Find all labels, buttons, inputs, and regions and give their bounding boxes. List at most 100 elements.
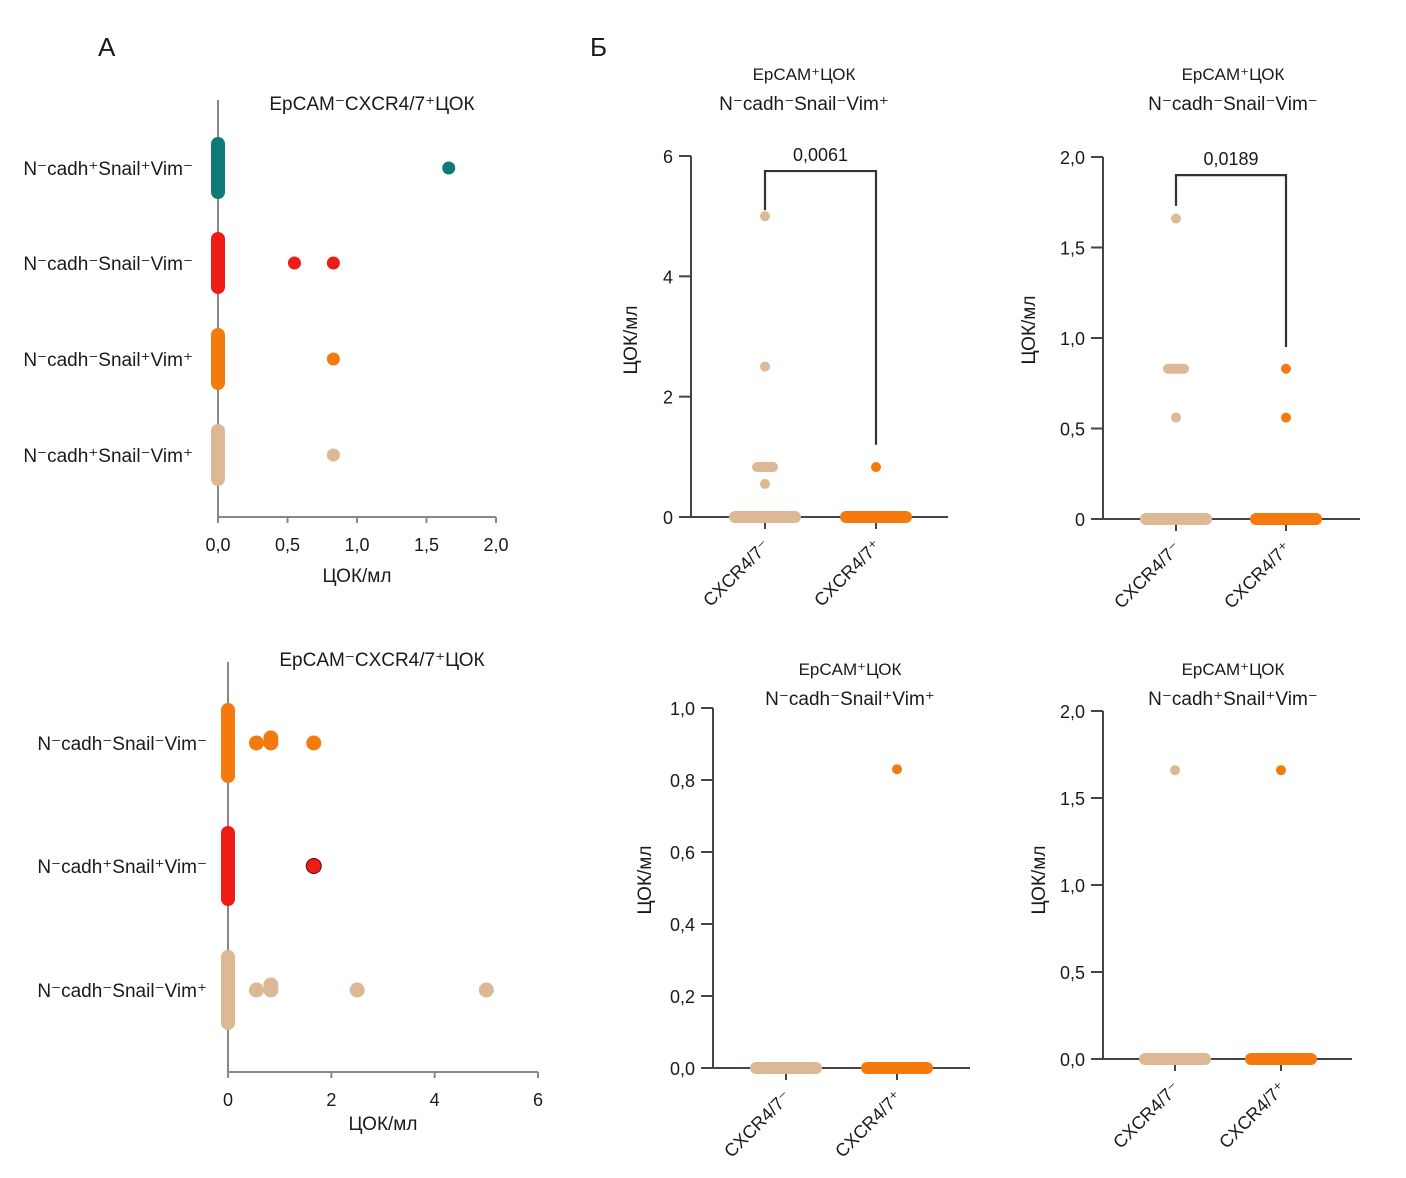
data-point — [326, 256, 340, 270]
x-tick-label: 6 — [533, 1090, 543, 1110]
y-tick-label: 0 — [1075, 510, 1085, 530]
data-point — [248, 735, 264, 751]
data-point — [871, 462, 881, 473]
x-axis-label: ЦОК/мл — [323, 566, 392, 587]
p-value-label: 0,0061 — [793, 145, 848, 165]
y-axis-label: ЦОК/мл — [621, 306, 642, 375]
y-tick-label: 1,5 — [1060, 239, 1085, 259]
y-tick-label: 6 — [663, 147, 673, 167]
y-tick-label: 4 — [663, 267, 673, 287]
data-point — [442, 161, 456, 175]
data-point — [1276, 765, 1286, 776]
y-axis-label: ЦОК/мл — [1019, 296, 1040, 365]
x-axis-label: ЦОК/мл — [349, 1114, 418, 1135]
y-tick-label: 0,0 — [670, 1059, 695, 1079]
x-tick-label: 1,0 — [344, 535, 369, 555]
chart-B-top-right: EpCAM⁺ЦОК N⁻cadh⁻Snail⁻Vim⁻ 0 0,5 1,0 1,5 2,0 Ц… — [1019, 65, 1360, 612]
x-tick-label: CXCR4/7⁻ — [1109, 1078, 1184, 1153]
chart-title-line1: EpCAM⁺ЦОК — [1182, 660, 1285, 679]
chart-title-line2: N⁻cadh⁻Snail⁺Vim⁺ — [765, 689, 935, 710]
y-tick-label: 0,8 — [670, 771, 695, 791]
x-tick-label: 0,5 — [275, 535, 300, 555]
chart-title-line2: N⁻cadh⁻Snail⁻Vim⁺ — [719, 94, 889, 115]
zero-value-cluster — [750, 1062, 822, 1074]
data-point — [306, 735, 322, 751]
chart-A-bottom: EpCAM⁻CXCR4/7⁺ЦОК 0 2 4 6 ЦОК/мл N⁻cadh⁻Snail⁻… — [37, 650, 543, 1135]
y-tick-label: 1,5 — [1060, 789, 1085, 809]
x-tick-label: 1,5 — [414, 535, 439, 555]
data-point — [326, 352, 340, 366]
y-axis-label: ЦОК/мл — [1029, 846, 1050, 915]
panel-letter-b: Б — [590, 32, 607, 62]
x-tick-label: CXCR4/7⁻ — [699, 536, 774, 611]
zero-value-cluster — [221, 826, 235, 906]
chart-B-bottom-right: EpCAM⁺ЦОК N⁻cadh⁺Snail⁺Vim⁻ 0,0 0,5 1,0 1,5 2,… — [1029, 660, 1352, 1152]
data-point — [1171, 412, 1181, 423]
zero-value-cluster — [211, 137, 225, 199]
data-point — [305, 858, 322, 874]
data-point — [892, 764, 902, 775]
zero-value-cluster — [1139, 1053, 1211, 1065]
y-tick-label: 2 — [663, 388, 673, 408]
data-point — [1281, 412, 1291, 423]
zero-value-cluster — [221, 703, 235, 783]
y-tick-label: 0,5 — [1060, 420, 1085, 440]
category-label: N⁻cadh⁻Snail⁻Vim⁺ — [37, 981, 207, 1002]
category-label: N⁻cadh⁺Snail⁻Vim⁺ — [23, 446, 193, 467]
chart-B-bottom-left: EpCAM⁺ЦОК N⁻cadh⁻Snail⁺Vim⁺ 0,0 0,2 0,4 0,6 0,… — [635, 660, 970, 1161]
chart-title-line1: EpCAM⁺ЦОК — [1182, 65, 1285, 84]
chart-title-line1: EpCAM⁺ЦОК — [799, 660, 902, 679]
zero-value-cluster — [211, 232, 225, 294]
zero-value-cluster — [861, 1062, 933, 1074]
chart-B-top-left: EpCAM⁺ЦОК N⁻cadh⁻Snail⁻Vim⁺ 0 2 4 6 ЦОК/мл CXCR… — [621, 65, 948, 610]
x-tick-label: 2 — [326, 1090, 336, 1110]
significance-bracket — [763, 169, 878, 445]
y-tick-label: 2,0 — [1060, 702, 1085, 722]
data-point-group — [1163, 363, 1189, 374]
data-point — [349, 982, 365, 998]
y-axis-label: ЦОК/мл — [635, 846, 656, 915]
zero-value-cluster — [1140, 513, 1212, 525]
x-tick-label: CXCR4/7⁺ — [1215, 1078, 1290, 1153]
chart-title-line2: N⁻cadh⁺Snail⁺Vim⁻ — [1148, 689, 1318, 710]
x-tick-label: 0 — [223, 1090, 233, 1110]
chart-title-line1: EpCAM⁺ЦОК — [753, 65, 856, 84]
zero-value-cluster — [1250, 513, 1322, 525]
chart-title-line2: N⁻cadh⁻Snail⁻Vim⁻ — [1148, 94, 1318, 115]
x-tick-label: 0,0 — [205, 535, 230, 555]
panel-letter-a: А — [98, 32, 116, 62]
x-tick-label: 2,0 — [483, 535, 508, 555]
chart-title: EpCAM⁻CXCR4/7⁺ЦОК — [269, 94, 474, 115]
category-label: N⁻cadh⁻Snail⁻Vim⁻ — [23, 254, 193, 275]
x-tick-label: CXCR4/7⁺ — [810, 536, 885, 611]
x-tick-label: CXCR4/7⁻ — [720, 1087, 795, 1162]
x-tick-label: 4 — [430, 1090, 440, 1110]
y-tick-label: 1,0 — [670, 699, 695, 719]
data-point — [326, 448, 340, 462]
chart-A-top: EpCAM⁻CXCR4/7⁺ЦОК 0,0 0,5 1,0 1,5 2,0 ЦОК/мл N⁻… — [23, 94, 508, 587]
category-label: N⁻cadh⁺Snail⁺Vim⁻ — [37, 857, 207, 878]
y-tick-label: 2,0 — [1060, 148, 1085, 168]
data-point — [1170, 765, 1180, 776]
category-label: N⁻cadh⁺Snail⁺Vim⁻ — [23, 159, 193, 180]
y-tick-label: 0,5 — [1060, 963, 1085, 983]
zero-value-cluster — [729, 511, 801, 523]
y-tick-label: 0,6 — [670, 843, 695, 863]
y-tick-label: 0,0 — [1060, 1050, 1085, 1070]
zero-value-cluster — [211, 424, 225, 486]
data-point — [760, 211, 770, 222]
zero-value-cluster — [221, 950, 235, 1030]
data-point-group — [752, 462, 778, 473]
charts-container: EpCAM⁻CXCR4/7⁺ЦОК 0,0 0,5 1,0 1,5 2,0 ЦОК/мл N⁻… — [23, 65, 1360, 1161]
category-label: N⁻cadh⁻Snail⁻Vim⁻ — [37, 734, 207, 755]
chart-title: EpCAM⁻CXCR4/7⁺ЦОК — [279, 650, 484, 671]
y-tick-label: 1,0 — [1060, 329, 1085, 349]
zero-value-cluster — [211, 328, 225, 390]
data-point — [1281, 363, 1291, 374]
data-point — [263, 977, 279, 993]
y-tick-label: 0 — [663, 508, 673, 528]
x-tick-label: CXCR4/7⁺ — [831, 1087, 906, 1162]
zero-value-cluster — [1245, 1053, 1317, 1065]
data-point — [478, 982, 494, 998]
y-tick-label: 0,4 — [670, 915, 695, 935]
